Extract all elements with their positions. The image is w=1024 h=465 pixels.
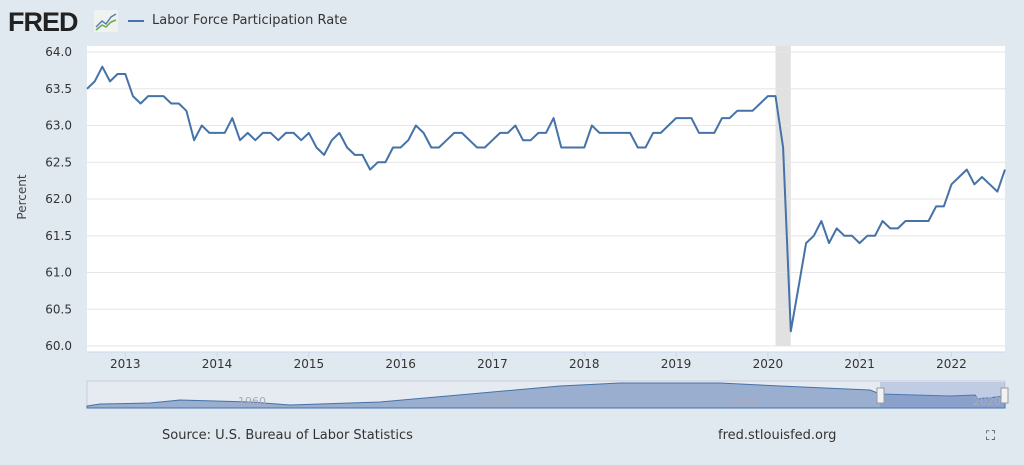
- legend-swatch: [128, 19, 144, 22]
- y-tick-label: 63.0: [45, 119, 72, 133]
- y-tick-label: 63.5: [45, 82, 72, 96]
- x-tick-label: 2018: [569, 357, 600, 371]
- navigator-tick-label: 2000: [728, 395, 756, 408]
- series-line[interactable]: [86, 65, 1006, 333]
- recession-band: [775, 46, 791, 346]
- x-tick-label: 2019: [661, 357, 692, 371]
- fullscreen-icon[interactable]: ⛶: [986, 429, 996, 444]
- y-tick-label: 61.5: [45, 229, 72, 243]
- legend-label: Labor Force Participation Rate: [152, 13, 348, 28]
- x-tick-label: 2016: [385, 357, 416, 371]
- fred-graph-icon: [94, 10, 118, 32]
- x-tick-label: 2013: [110, 357, 141, 371]
- navigator-tick-label: 1980: [483, 395, 511, 408]
- navigator-left-handle[interactable]: [876, 387, 885, 404]
- navigator-tick-label: 1960: [238, 395, 266, 408]
- legend[interactable]: Labor Force Participation Rate: [128, 13, 347, 28]
- chart: 60.0 60.5 61.0 61.5 62.0 62.5 63.0 63.5 64.0 2013…: [45, 45, 1009, 409]
- navigator-right-handle[interactable]: [1000, 387, 1009, 404]
- x-tick-label: 2021: [844, 357, 875, 371]
- fred-url-link[interactable]: fred.stlouisfed.org: [718, 428, 837, 443]
- y-tick-label: 62.0: [45, 192, 72, 206]
- navigator-selection[interactable]: [880, 382, 1005, 408]
- source-note: Source: U.S. Bureau of Labor Statistics: [162, 428, 413, 443]
- navigator[interactable]: 1960 1980 2000 2020: [86, 380, 1009, 409]
- fred-logo[interactable]: FRED: [8, 7, 78, 37]
- x-tick-label: 2014: [202, 357, 233, 371]
- y-tick-label: 61.0: [45, 266, 72, 280]
- y-tick-label: 60.0: [45, 339, 72, 353]
- navigator-tick-label: 2020: [973, 395, 1001, 408]
- y-tick-label: 64.0: [45, 45, 72, 59]
- y-tick-label: 60.5: [45, 302, 72, 316]
- x-tick-label: 2015: [294, 357, 325, 371]
- y-tick-label: 62.5: [45, 155, 72, 169]
- x-tick-label: 2020: [753, 357, 784, 371]
- navigator-series: [86, 382, 1006, 409]
- x-tick-label: 2022: [936, 357, 967, 371]
- x-tick-label: 2017: [477, 357, 508, 371]
